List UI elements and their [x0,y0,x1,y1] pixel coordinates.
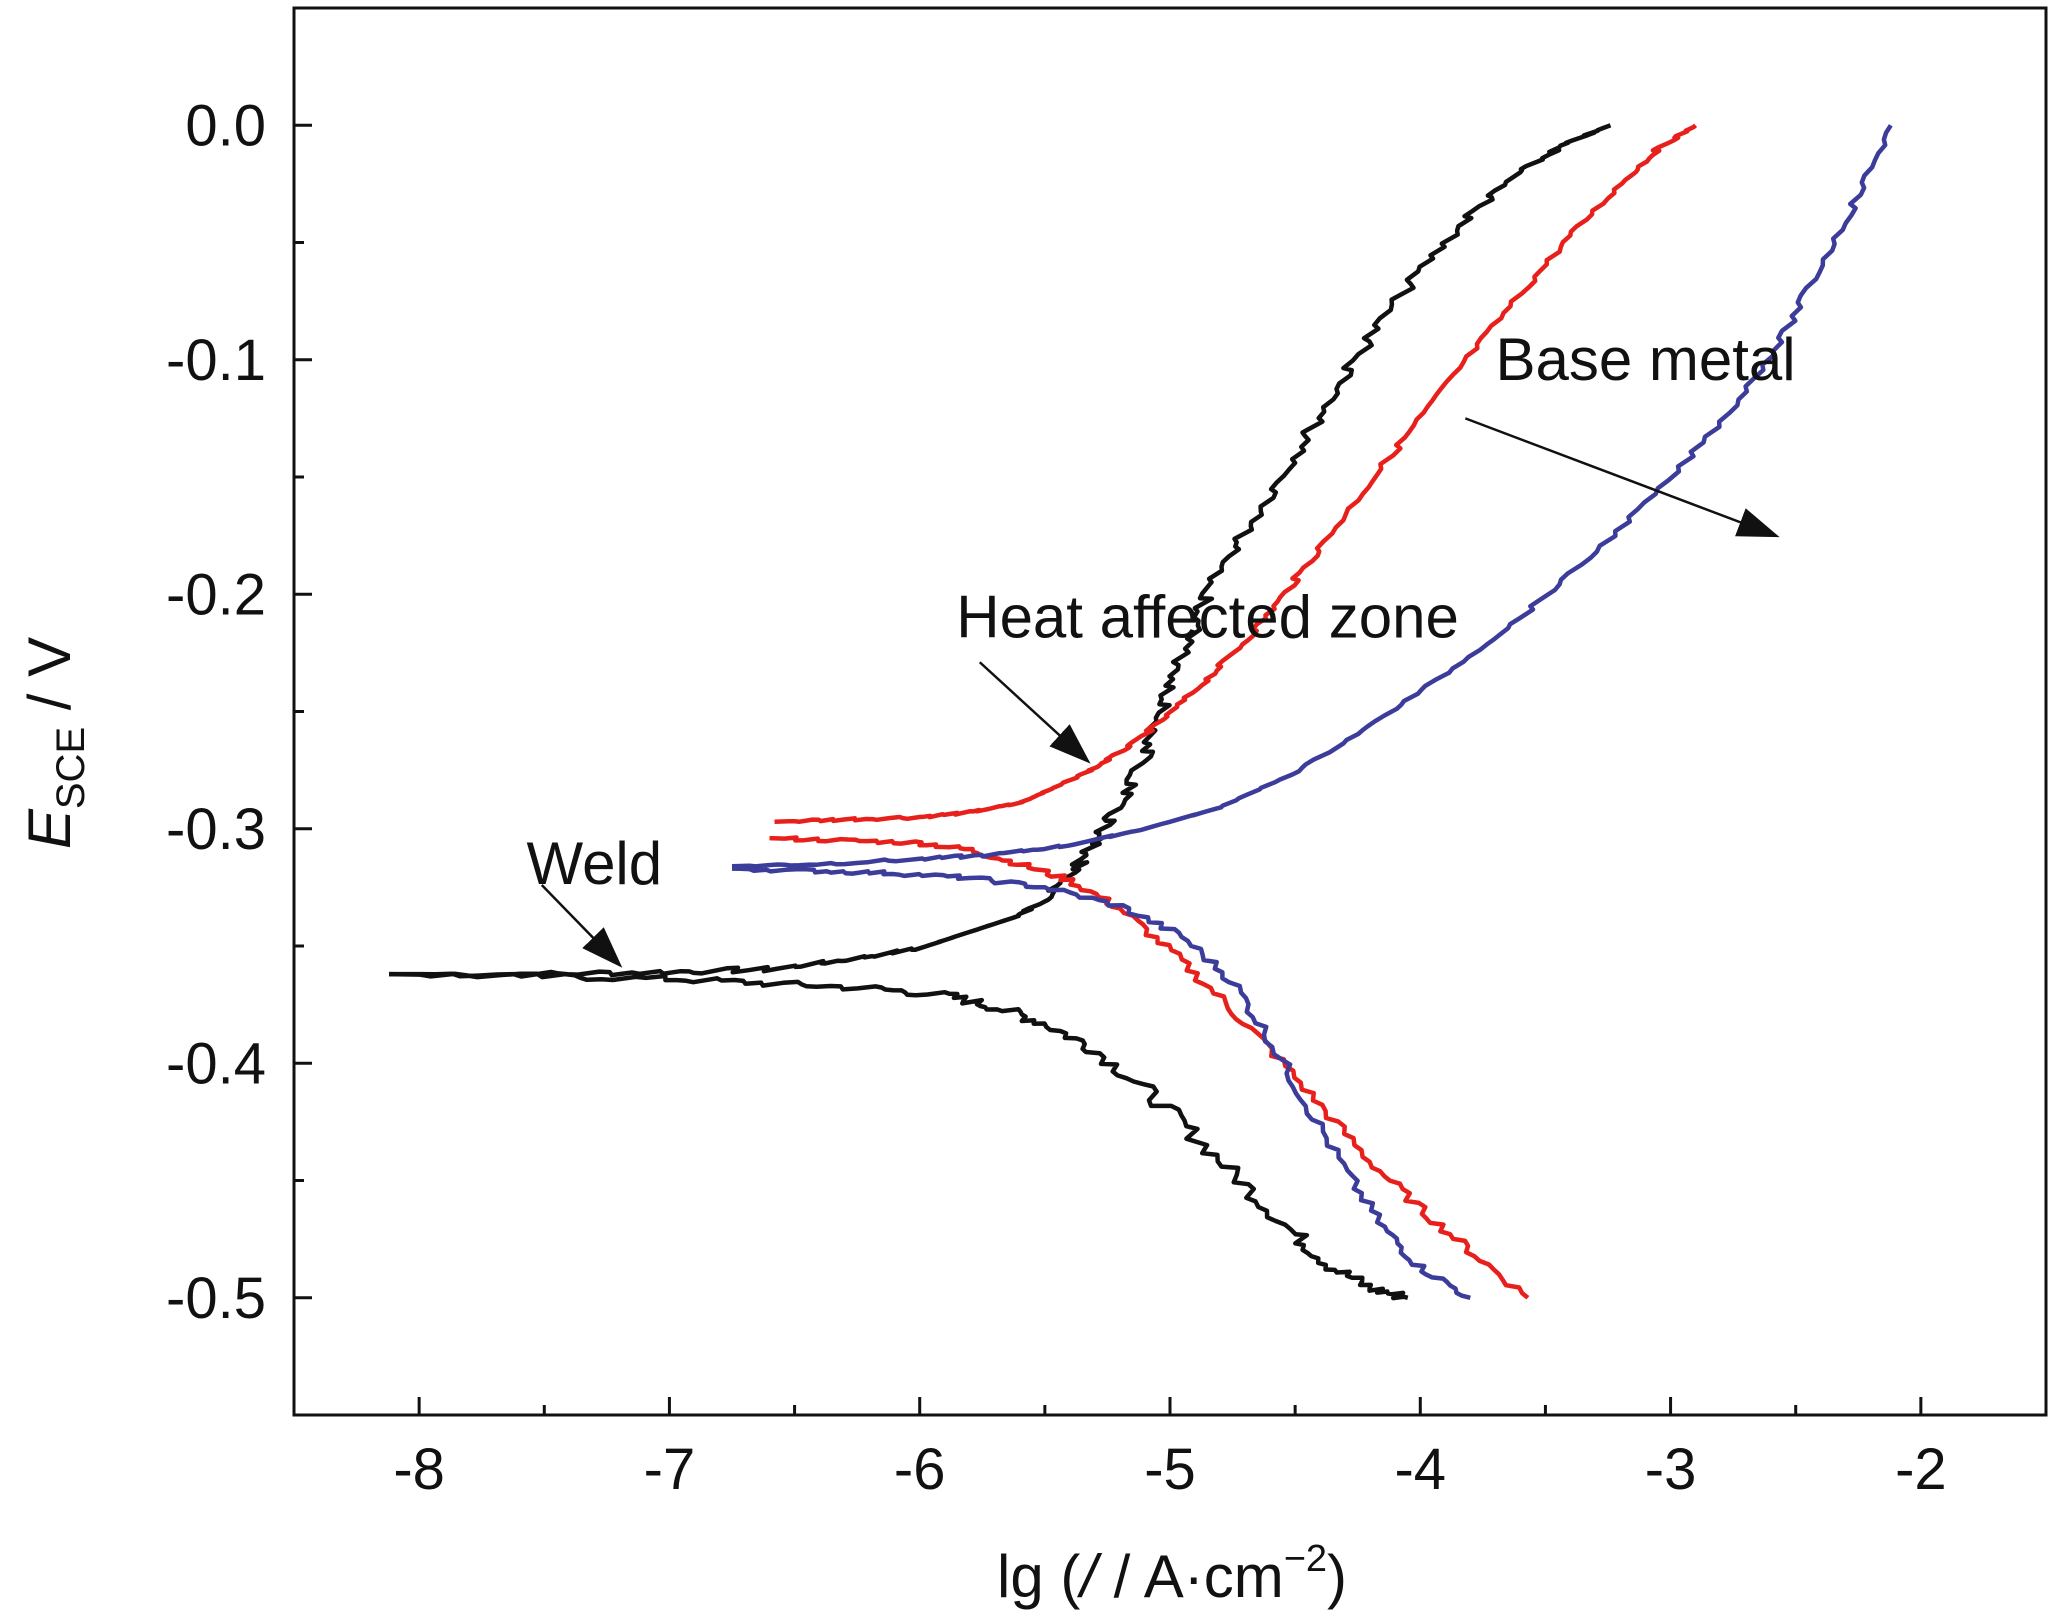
x-tick-label: -3 [1645,1437,1697,1502]
y-tick-label: -0.1 [166,328,266,393]
series-2-cathodic-branch [769,835,1530,1300]
weld-arrow [540,884,623,968]
series-2-anodic-branch [774,123,1698,824]
y-tick-label: -0.2 [166,562,266,627]
x-tick-label: -2 [1895,1437,1947,1502]
series-1-cathodic-branch [389,971,1409,1301]
x-axis-title: lg (/ / A·cm−2) [997,1538,1347,1610]
x-axis-title-prefix: lg ( [997,1543,1080,1610]
base-metal-label: Base metal [1495,326,1795,393]
heat-affected-zone-label: Heat affected zone [956,584,1459,651]
y-tick-label: -0.3 [166,797,266,862]
y-tick-label: -0.5 [166,1266,266,1331]
base-metal-arrow [1464,417,1780,538]
series-3-anodic-branch [731,124,1893,869]
y-axis-title: ESCE / V [16,637,93,849]
x-axis-title-suffix: ) [1327,1543,1347,1610]
y-axis-title-subscript: SCE [49,727,93,809]
y-tick-label: 0.0 [185,93,266,158]
series-3-cathodic-branch [731,866,1471,1300]
heat-affected-zone-arrow [978,661,1091,764]
weld-label: Weld [527,830,663,897]
x-tick-label: -8 [393,1437,445,1502]
x-tick-label: -7 [644,1437,696,1502]
y-axis-title-unit: / V [16,637,83,727]
y-tick-label: -0.4 [166,1031,266,1096]
x-tick-label: -5 [1144,1437,1196,1502]
x-tick-label: -4 [1394,1437,1446,1502]
x-tick-label: -6 [894,1437,946,1502]
y-axis-title-symbol: E [16,808,83,849]
x-axis-title-superscript: −2 [1284,1538,1327,1580]
x-axis-title-unit: / A·cm [1097,1543,1284,1610]
series-1-anodic-branch [389,123,1612,979]
